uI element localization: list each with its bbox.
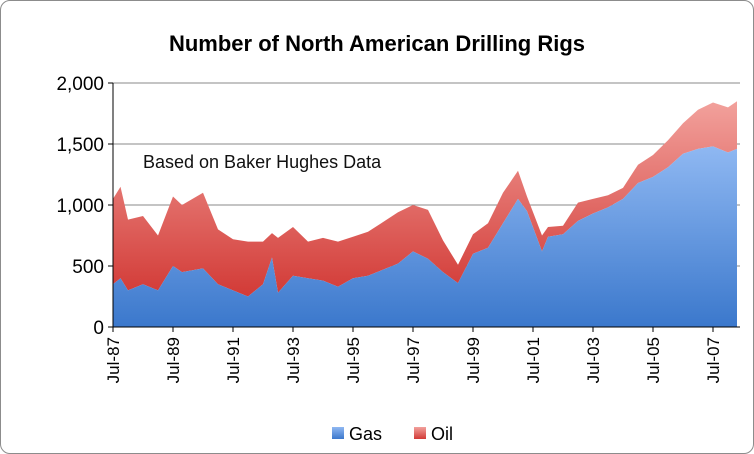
oil-area xyxy=(113,101,737,297)
y-tick-label: 1,500 xyxy=(56,135,104,156)
area-series xyxy=(113,101,737,327)
gas-area xyxy=(113,146,737,327)
chart-annotation: Based on Baker Hughes Data xyxy=(143,152,382,172)
x-tick-label: Jul-01 xyxy=(524,337,543,383)
x-tick-label: Jul-87 xyxy=(104,337,123,383)
y-tick-label: 2,000 xyxy=(56,74,104,95)
x-tick-label: Jul-99 xyxy=(464,337,483,383)
x-tick-label: Jul-89 xyxy=(164,337,183,383)
x-tick-label: Jul-93 xyxy=(284,337,303,383)
x-tick-label: Jul-05 xyxy=(644,337,663,383)
legend-label-gas: Gas xyxy=(349,424,382,444)
chart-title: Number of North American Drilling Rigs xyxy=(169,31,585,56)
x-axis-ticks: Jul-87 Jul-89 Jul-91 Jul-93 Jul-95 Jul-97 Jul-… xyxy=(104,327,723,383)
x-tick-label: Jul-91 xyxy=(224,337,243,383)
legend-swatch-oil xyxy=(414,427,426,439)
legend: Gas Oil xyxy=(332,424,453,444)
x-tick-label: Jul-03 xyxy=(584,337,603,383)
legend-swatch-gas xyxy=(332,427,344,439)
legend-label-oil: Oil xyxy=(431,424,453,444)
x-tick-label: Jul-95 xyxy=(344,337,363,383)
y-tick-label: 0 xyxy=(93,318,104,339)
x-tick-label: Jul-97 xyxy=(404,337,423,383)
y-tick-label: 500 xyxy=(72,257,104,278)
x-tick-label: Jul-07 xyxy=(704,337,723,383)
y-tick-label: 1,000 xyxy=(56,196,104,217)
y-axis-ticks: 0 500 1,000 1,500 2,000 xyxy=(56,74,113,339)
